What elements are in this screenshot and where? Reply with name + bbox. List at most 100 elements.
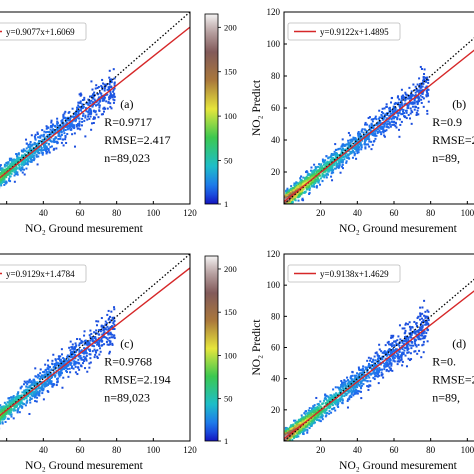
data-point xyxy=(297,195,300,198)
data-point xyxy=(51,385,54,388)
data-point xyxy=(299,186,302,189)
data-point xyxy=(10,411,13,414)
data-point xyxy=(388,117,391,120)
data-point xyxy=(65,369,68,372)
data-point xyxy=(374,134,377,137)
data-point xyxy=(363,134,366,137)
data-point xyxy=(60,141,63,144)
data-point xyxy=(285,206,287,208)
data-point xyxy=(333,150,336,153)
data-point xyxy=(23,380,26,383)
data-point xyxy=(321,165,324,168)
data-point xyxy=(107,101,110,104)
data-point xyxy=(29,155,32,158)
data-point xyxy=(322,173,325,176)
data-point xyxy=(363,141,366,144)
data-point xyxy=(60,133,63,136)
data-point xyxy=(29,140,32,143)
data-point xyxy=(93,356,96,359)
data-point xyxy=(293,184,296,187)
data-point xyxy=(25,147,28,150)
data-point xyxy=(45,368,48,371)
data-point xyxy=(63,358,66,361)
data-point xyxy=(103,89,106,92)
y-axis-label: NO₂ Predict xyxy=(251,79,263,136)
data-point xyxy=(98,104,101,107)
data-point xyxy=(101,78,104,81)
data-point xyxy=(371,130,374,133)
data-point xyxy=(293,195,296,198)
data-point xyxy=(59,360,62,363)
data-point xyxy=(66,368,69,371)
data-point xyxy=(52,353,55,356)
data-point xyxy=(39,372,42,375)
data-point xyxy=(318,173,321,176)
data-point xyxy=(108,98,111,101)
y-tick-label: 100 xyxy=(267,39,281,49)
data-point xyxy=(69,349,72,352)
data-point xyxy=(110,310,113,313)
data-point xyxy=(20,154,23,157)
data-point xyxy=(39,375,42,378)
data-point xyxy=(59,372,62,375)
data-point xyxy=(370,140,373,143)
data-point xyxy=(345,160,348,163)
data-point xyxy=(409,93,412,96)
data-point xyxy=(391,117,394,120)
data-point xyxy=(103,331,106,334)
data-point xyxy=(397,101,400,104)
data-point xyxy=(419,65,422,68)
data-point xyxy=(2,172,5,175)
data-point xyxy=(402,94,405,97)
data-point xyxy=(8,177,11,180)
data-point xyxy=(31,394,34,397)
panel-a: 40 60 80 100 120 NO₂ Ground mesurement y=0.907… xyxy=(0,11,237,235)
data-point xyxy=(424,79,427,82)
data-point xyxy=(95,351,98,354)
data-point xyxy=(399,107,402,110)
data-point xyxy=(364,133,367,136)
data-point xyxy=(426,92,429,95)
data-point xyxy=(291,191,294,194)
data-point xyxy=(27,160,30,163)
data-point xyxy=(377,122,380,125)
data-point xyxy=(400,101,403,104)
data-point xyxy=(322,170,325,173)
data-point xyxy=(46,130,49,133)
data-point xyxy=(322,163,325,166)
data-point xyxy=(332,153,335,156)
data-point xyxy=(57,127,60,130)
data-point xyxy=(85,354,88,357)
data-point xyxy=(33,393,36,396)
data-point xyxy=(289,202,292,204)
data-point xyxy=(354,146,357,149)
data-point xyxy=(393,115,396,118)
data-point xyxy=(291,201,294,204)
data-point xyxy=(374,137,377,140)
data-point xyxy=(50,140,53,143)
data-point xyxy=(357,135,360,138)
data-point xyxy=(357,130,360,133)
data-point xyxy=(9,175,12,178)
data-point xyxy=(332,159,335,162)
data-point xyxy=(49,380,52,383)
data-point xyxy=(394,121,397,124)
data-point xyxy=(334,155,337,158)
data-point xyxy=(286,187,289,190)
data-point xyxy=(416,90,419,93)
data-point xyxy=(62,129,65,132)
data-point xyxy=(334,167,337,170)
data-point xyxy=(62,361,65,364)
data-point xyxy=(372,140,375,143)
data-point xyxy=(58,375,61,378)
data-point xyxy=(74,118,77,121)
data-point xyxy=(60,119,63,122)
data-point xyxy=(0,416,1,419)
data-point xyxy=(425,89,428,92)
data-point xyxy=(46,372,49,375)
data-point xyxy=(100,317,103,320)
data-point xyxy=(10,398,13,401)
data-point xyxy=(353,151,356,154)
data-point xyxy=(393,123,396,126)
data-point xyxy=(94,353,97,356)
